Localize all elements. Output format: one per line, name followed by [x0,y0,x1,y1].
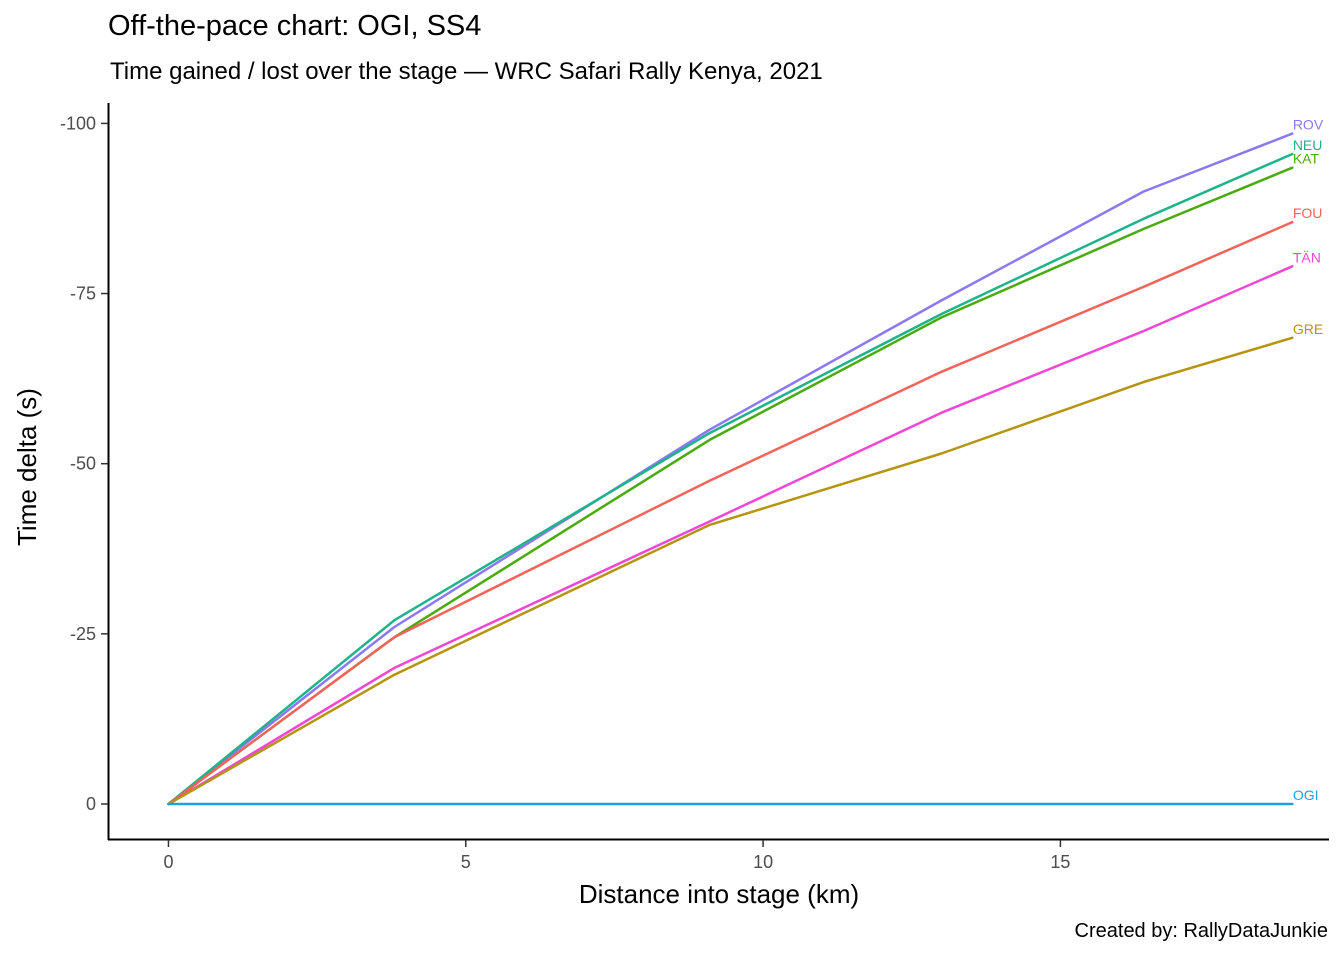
x-ticks: 0 5 10 15 [163,840,1070,872]
end-label-neu: NEU [1293,137,1323,153]
x-tick-label: 15 [1050,852,1070,872]
series-line-tän [167,265,1294,806]
chart-caption: Created by: RallyDataJunkie [1074,920,1328,942]
y-tick-label: -50 [70,454,96,474]
chart-subtitle: Time gained / lost over the stage — WRC … [110,58,823,85]
series-line-fou [167,220,1294,806]
series-line-neu [167,152,1294,806]
y-tick-label: -75 [70,284,96,304]
y-ticks: 0 -25 -50 -75 -100 [60,113,108,814]
end-label-gre: GRE [1293,321,1323,337]
y-tick-label: -25 [70,624,96,644]
end-label-rov: ROV [1293,117,1324,133]
end-label-tän: TÄN [1293,249,1321,265]
x-axis-title: Distance into stage (km) [579,879,859,909]
x-tick-label: 0 [163,852,173,872]
y-axis-title: Time delta (s) [12,388,42,546]
end-label-fou: FOU [1293,205,1323,221]
series-layer [167,132,1294,806]
series-line-rov [167,132,1294,806]
x-tick-label: 10 [753,852,773,872]
end-label-kat: KAT [1293,151,1320,167]
y-tick-label: 0 [86,794,96,814]
x-tick-label: 5 [461,852,471,872]
y-tick-label: -100 [60,113,96,133]
series-line-gre [167,336,1294,806]
end-label-ogi: OGI [1293,787,1319,803]
chart-title: Off-the-pace chart: OGI, SS4 [108,10,482,42]
